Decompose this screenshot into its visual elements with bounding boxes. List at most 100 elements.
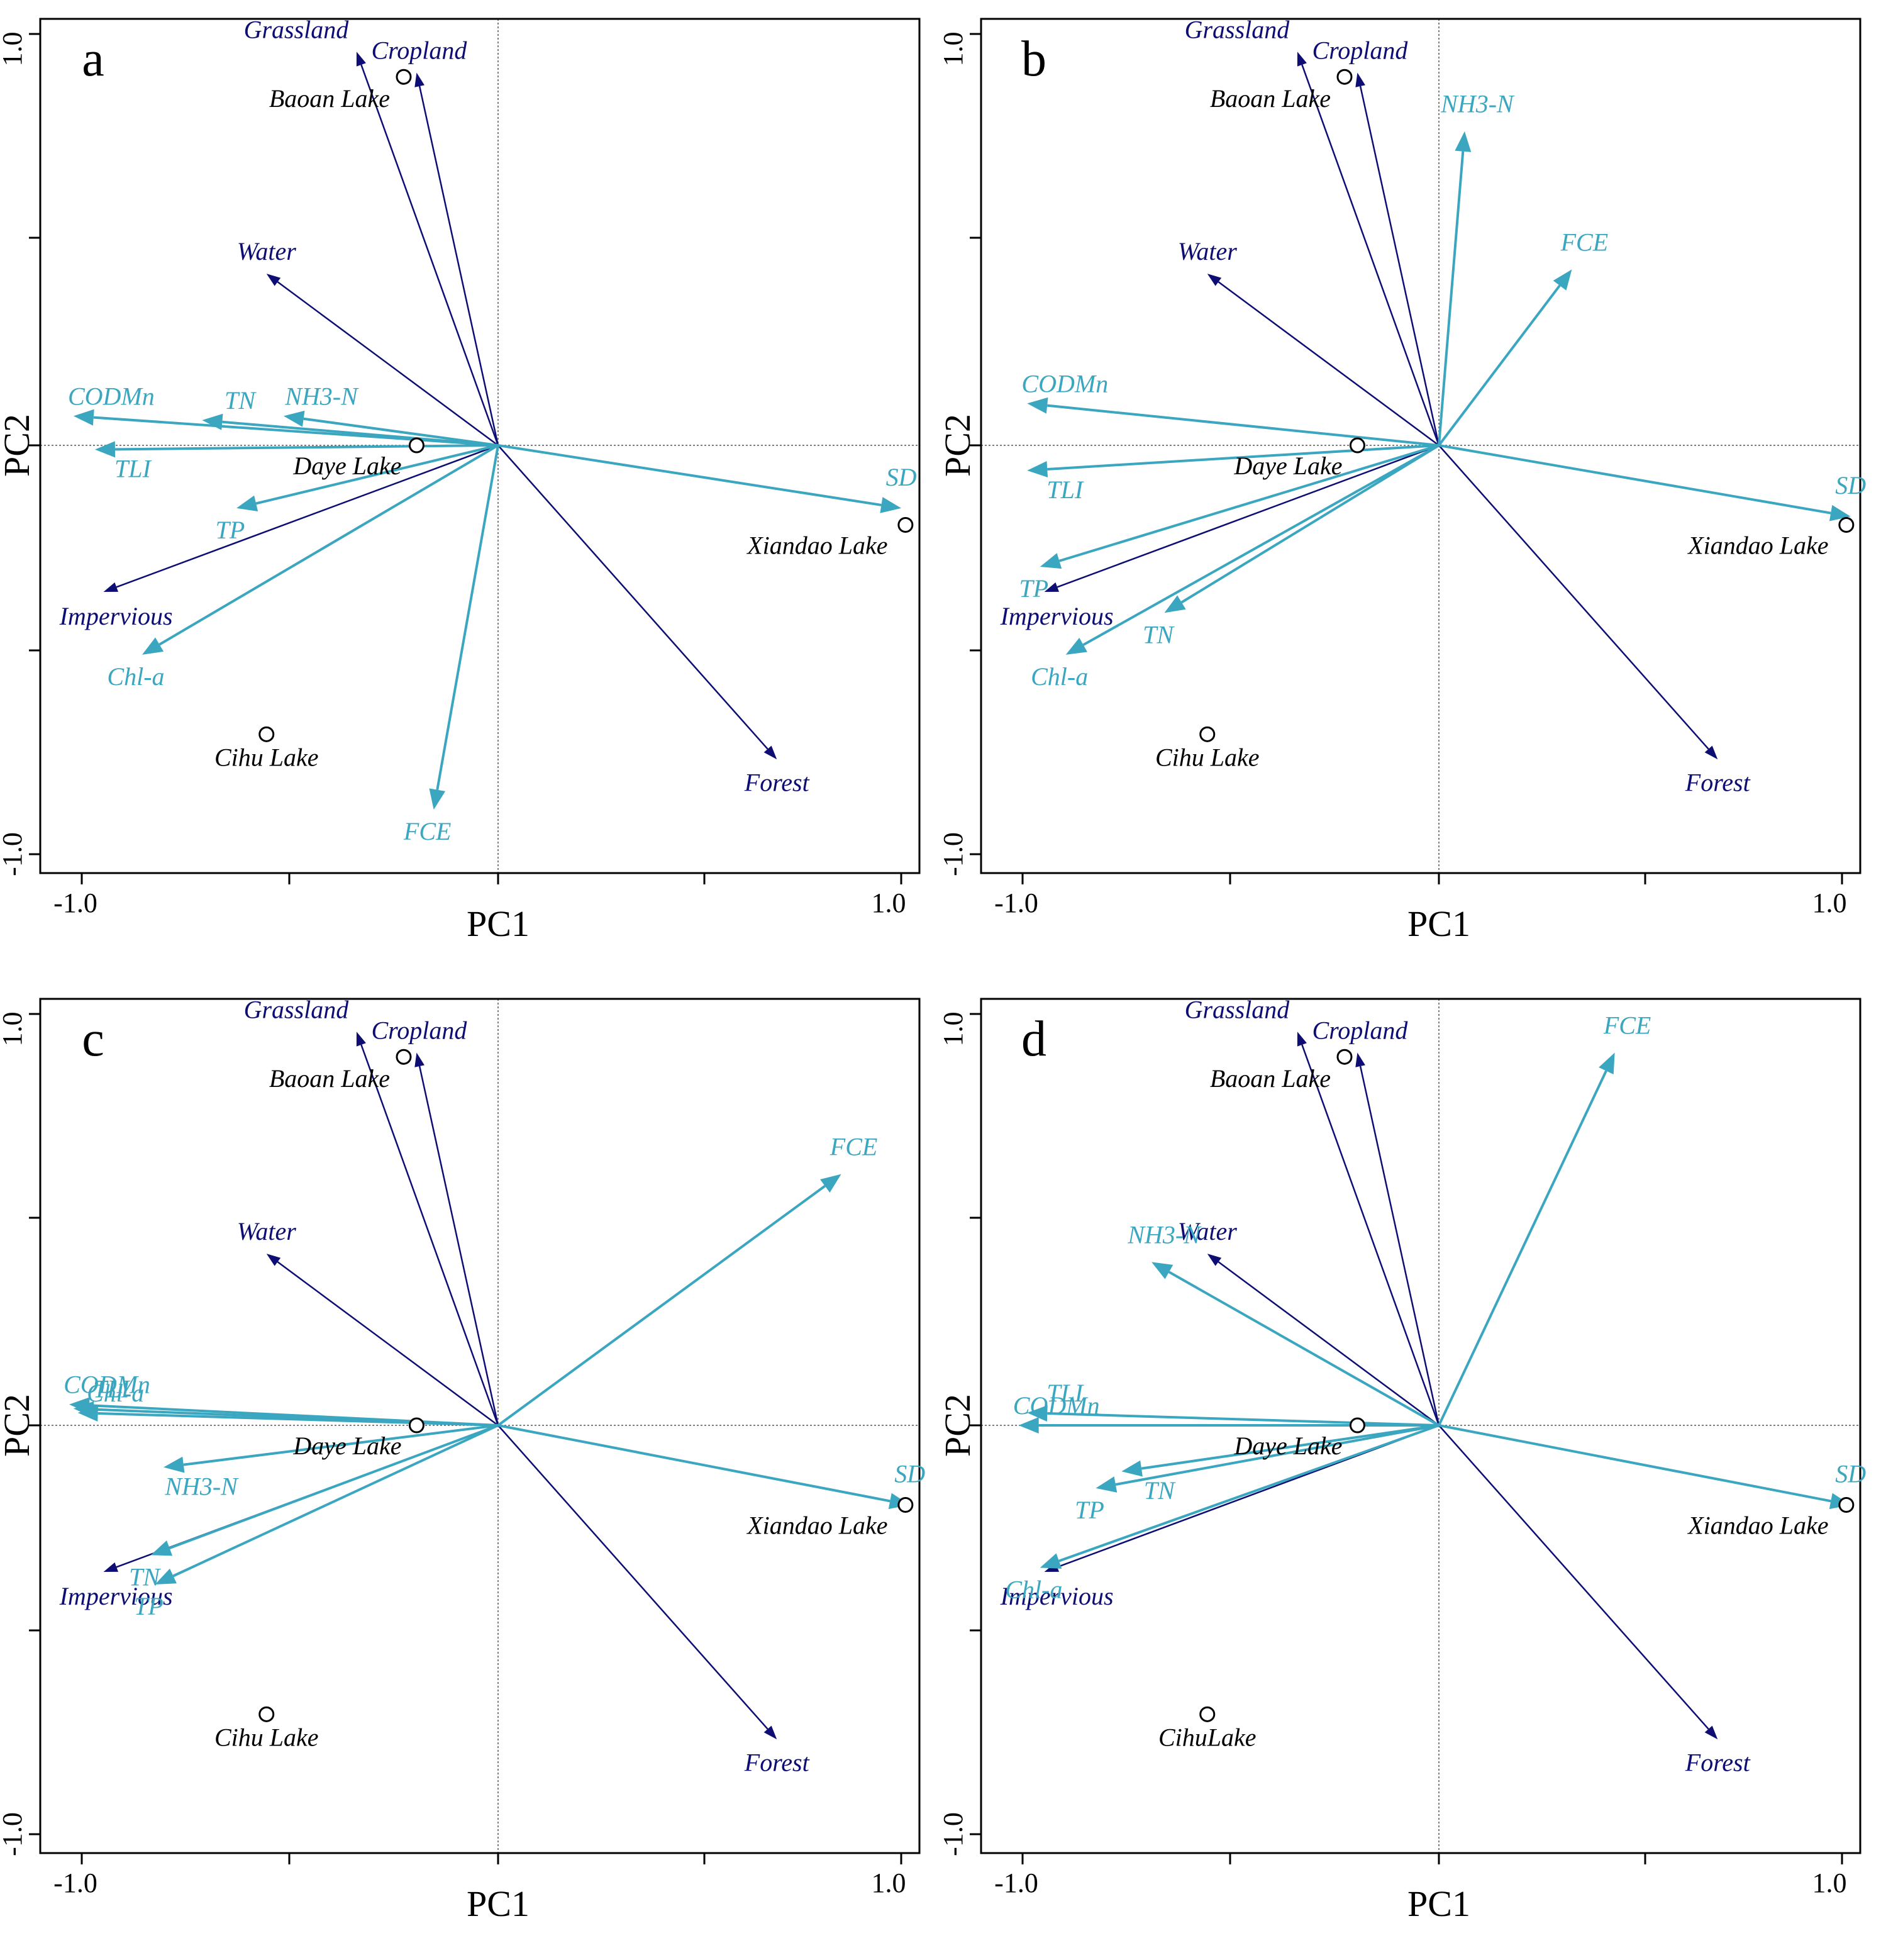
wq-vector-label-tp: TP <box>216 516 245 544</box>
wq-vector-label-tli: TLI <box>93 1374 130 1403</box>
wq-arrowhead-chl-a <box>77 1405 99 1422</box>
wq-arrowhead-chl-a <box>1065 637 1087 655</box>
x-tick-label-max: 1.0 <box>872 1868 906 1898</box>
env-vector-label-impervious: Impervious <box>59 602 173 630</box>
x-tick-label-min: -1.0 <box>994 1868 1038 1898</box>
site-label-xiandao-lake: Xiandao Lake <box>746 1511 887 1539</box>
site-label-xiandao-lake: Xiandao Lake <box>1687 531 1828 559</box>
y-tick-label-min: -1.0 <box>0 832 28 876</box>
x-tick-label-min: -1.0 <box>53 888 97 918</box>
env-arrowhead-water <box>266 1254 281 1266</box>
env-vector-label-cropland: Cropland <box>371 36 467 65</box>
env-arrowhead-impervious <box>103 1562 119 1572</box>
wq-vector-label-chl-a: Chl-a <box>107 662 164 691</box>
wq-vector-label-codmn: CODMn <box>1013 1391 1100 1420</box>
site-label-cihulake: CihuLake <box>1158 1723 1257 1751</box>
y-axis-title: PC2 <box>937 1394 978 1457</box>
wq-vector-sd <box>1438 1424 1831 1503</box>
y-axis-title: PC2 <box>0 414 37 477</box>
env-vector-label-forest: Forest <box>1685 1748 1751 1776</box>
site-point-xiandao-lake <box>897 1496 914 1513</box>
site-point-baoan-lake <box>1336 69 1353 85</box>
wq-vector-fce <box>1438 1070 1607 1426</box>
env-arrowhead-grassland <box>356 1032 366 1047</box>
site-point-daye-lake <box>1349 437 1365 454</box>
env-arrowhead-grassland <box>356 52 366 67</box>
site-point-baoan-lake <box>396 1049 412 1065</box>
y-tick-label-min: -1.0 <box>938 1812 968 1856</box>
wq-arrowhead-fce <box>429 788 446 810</box>
biplot-panel-c: -1.0 1.0 -1.0 1.0 PC1 PC2 c Grassland Cropland Wa… <box>0 995 925 1924</box>
wq-vector-label-chl-a: Chl-a <box>1005 1575 1062 1603</box>
env-vector-label-water: Water <box>1178 1217 1238 1245</box>
wq-vector-label-sd: SD <box>894 1459 925 1488</box>
wq-vector-chl-a <box>97 1412 499 1427</box>
panel-letter: d <box>1021 1011 1046 1067</box>
env-vector-cropland <box>418 1066 499 1426</box>
y-tick-label-max: 1.0 <box>938 1012 968 1047</box>
wq-vector-tp <box>1115 1424 1440 1486</box>
wq-vector-chl-a <box>1082 444 1440 646</box>
wq-arrowhead-fce <box>820 1174 841 1193</box>
wq-vector-fce <box>1438 284 1561 447</box>
env-arrowhead-grassland <box>1297 52 1307 67</box>
panel-letter: a <box>82 31 104 87</box>
env-vector-grassland <box>360 64 499 446</box>
x-axis-title: PC1 <box>467 903 530 944</box>
wq-vector-tli <box>1047 444 1440 471</box>
wq-vector-codmn <box>1046 404 1440 447</box>
site-label-daye-lake: Daye Lake <box>292 452 401 480</box>
x-axis-title: PC1 <box>1407 1883 1470 1924</box>
y-tick-label-max: 1.0 <box>0 32 28 67</box>
panel-letter: c <box>82 1011 104 1067</box>
wq-vector-label-fce: FCE <box>1603 1011 1651 1040</box>
env-vector-water <box>1218 1261 1440 1427</box>
env-vector-label-impervious: Impervious <box>1000 1582 1114 1610</box>
env-arrowhead-water <box>1207 1254 1222 1266</box>
env-vector-label-grassland: Grassland <box>244 995 350 1023</box>
env-vector-label-cropland: Cropland <box>1312 36 1408 65</box>
wq-arrowhead-codmn <box>1018 1417 1039 1434</box>
x-tick-label-max: 1.0 <box>1812 1868 1847 1898</box>
env-vector-label-water: Water <box>237 237 297 265</box>
wq-vector-label-sd: SD <box>1835 1459 1866 1488</box>
wq-arrowhead-tp <box>1096 1476 1118 1493</box>
wq-vector-label-tp: TP <box>1075 1496 1104 1524</box>
x-tick-label-min: -1.0 <box>53 1868 97 1898</box>
wq-arrowhead-nh3-n <box>284 410 305 427</box>
wq-vector-label-chl-a: Chl-a <box>87 1379 144 1407</box>
wq-vector-label-tp: TP <box>134 1592 164 1620</box>
wq-vector-label-codmn: CODMn <box>68 382 155 410</box>
wq-arrowhead-tp <box>155 1568 177 1584</box>
env-vector-label-impervious: Impervious <box>59 1582 173 1610</box>
env-vector-label-cropland: Cropland <box>371 1016 467 1045</box>
wq-vector-label-tn: TN <box>225 386 257 415</box>
biplot-panel-d: -1.0 1.0 -1.0 1.0 PC1 PC2 d Grassland Cropland Wa… <box>937 995 1866 1924</box>
wq-vector-label-sd: SD <box>1835 471 1866 499</box>
wq-vector-tn <box>1141 1424 1440 1470</box>
y-tick-label-max: 1.0 <box>938 32 968 67</box>
wq-arrowhead-fce <box>1553 269 1572 291</box>
wq-vector-tli <box>114 444 499 451</box>
y-axis-title: PC2 <box>0 1394 37 1457</box>
site-label-cihu-lake: Cihu Lake <box>1155 743 1260 771</box>
wq-vector-label-codmn: CODMn <box>64 1371 150 1399</box>
site-point-daye-lake <box>408 437 424 454</box>
wq-vector-tn <box>169 1424 499 1550</box>
wq-arrowhead-chl-a <box>141 637 164 655</box>
wq-vector-tn <box>222 420 499 447</box>
wq-vector-tli <box>1047 1412 1440 1427</box>
site-point-cihu-lake <box>258 726 275 742</box>
wq-vector-label-fce: FCE <box>830 1133 878 1161</box>
site-label-baoan-lake: Baoan Lake <box>269 1064 390 1093</box>
env-vector-grassland <box>1301 64 1440 446</box>
x-tick-label-min: -1.0 <box>994 888 1038 918</box>
env-vector-water <box>277 1261 499 1427</box>
wq-arrowhead-sd <box>880 497 902 513</box>
site-label-daye-lake: Daye Lake <box>1233 452 1342 480</box>
wq-arrowhead-fce <box>1599 1052 1615 1075</box>
wq-vector-nh3-n <box>303 417 499 447</box>
env-vector-cropland <box>418 86 499 446</box>
env-vector-cropland <box>1359 86 1440 446</box>
wq-arrowhead-nh3-n <box>1455 131 1472 152</box>
